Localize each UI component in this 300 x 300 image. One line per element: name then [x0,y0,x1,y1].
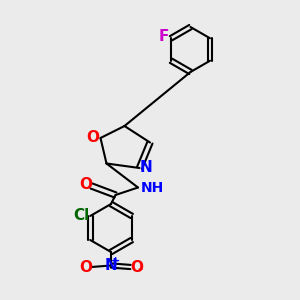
Text: +: + [111,256,120,266]
Text: O: O [80,260,93,274]
Text: F: F [158,29,169,44]
Text: O: O [130,260,143,274]
Text: -: - [138,263,143,277]
Text: NH: NH [141,181,164,194]
Text: Cl: Cl [73,208,89,224]
Text: O: O [86,130,100,146]
Text: N: N [140,160,152,175]
Text: N: N [105,258,117,273]
Text: O: O [80,177,93,192]
